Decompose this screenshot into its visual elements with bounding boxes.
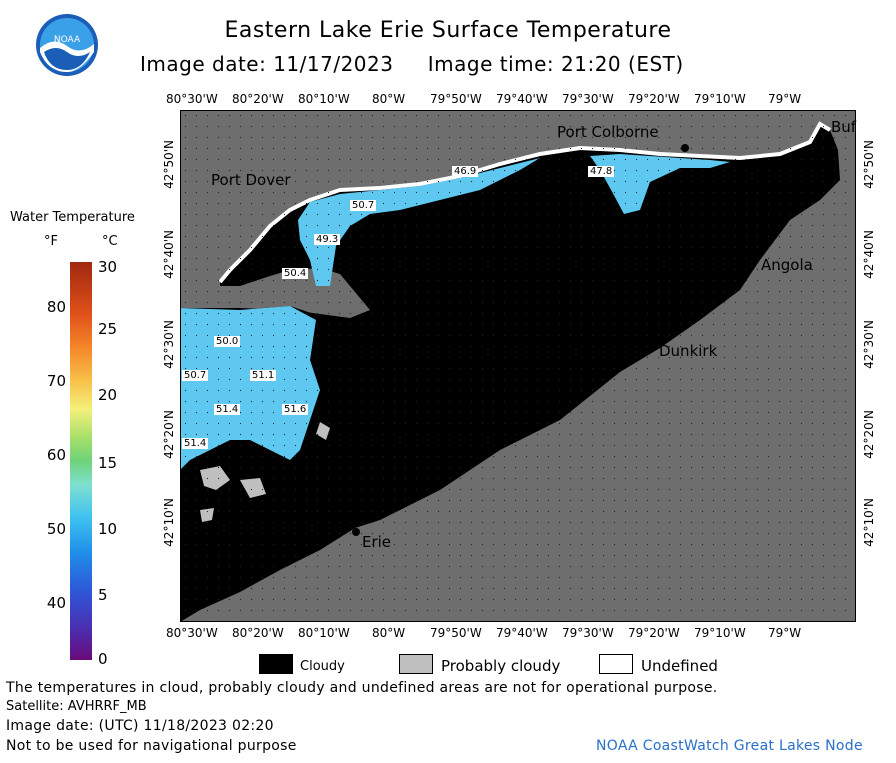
c-tick: 25 xyxy=(98,320,118,338)
lon-label-top: 80°W xyxy=(372,92,406,106)
lon-label-bottom: 79°W xyxy=(768,626,802,640)
lon-label-top: 80°20'W xyxy=(232,92,284,106)
lon-label-top: 79°50'W xyxy=(430,92,482,106)
page-title: Eastern Lake Erie Surface Temperature xyxy=(224,18,672,43)
temperature-colorbar xyxy=(70,262,92,660)
temp-label: 51.4 xyxy=(182,438,209,449)
legend-title: Water Temperature xyxy=(10,210,135,225)
lake-erie-map xyxy=(180,110,856,626)
city-label-dunkirk: Dunkirk xyxy=(659,342,718,360)
c-tick: 5 xyxy=(98,586,108,604)
unit-celsius: °C xyxy=(102,234,118,249)
lon-label-top: 80°30'W xyxy=(166,92,218,106)
lat-label-left: 42°10'N xyxy=(162,498,176,547)
utc-date-text: Image date: (UTC) 11/18/2023 02:20 xyxy=(6,718,274,734)
city-label-angola: Angola xyxy=(761,256,813,274)
city-marker-buffalo xyxy=(826,136,834,144)
temp-label: 47.8 xyxy=(588,166,615,177)
c-tick: 30 xyxy=(98,258,118,276)
f-tick: 70 xyxy=(46,372,66,390)
lon-label-bottom: 79°30'W xyxy=(562,626,614,640)
lon-label-bottom: 80°30'W xyxy=(166,626,218,640)
lon-label-bottom: 79°10'W xyxy=(694,626,746,640)
noaa-logo: NOAA xyxy=(34,12,100,78)
city-label-port-colborne: Port Colborne xyxy=(557,123,659,141)
lat-label-left: 42°40'N xyxy=(162,230,176,279)
city-marker-erie xyxy=(352,528,360,536)
f-tick: 80 xyxy=(46,298,66,316)
key-swatch-probably-cloudy xyxy=(399,654,433,674)
lon-label-top: 80°10'W xyxy=(298,92,350,106)
lat-label-right: 42°40'N xyxy=(862,230,876,279)
lon-label-bottom: 79°20'W xyxy=(628,626,680,640)
f-tick: 50 xyxy=(46,520,66,538)
temp-label: 50.7 xyxy=(350,200,377,211)
temp-label: 50.4 xyxy=(282,268,309,279)
lat-label-right: 42°50'N xyxy=(862,140,876,189)
credit-link[interactable]: NOAA CoastWatch Great Lakes Node xyxy=(596,738,863,754)
city-marker-angola xyxy=(754,250,762,258)
f-tick: 40 xyxy=(46,594,66,612)
lon-label-bottom: 79°40'W xyxy=(496,626,548,640)
lat-label-left: 42°50'N xyxy=(162,140,176,189)
lat-label-left: 42°30'N xyxy=(162,320,176,369)
lon-label-top: 79°10'W xyxy=(694,92,746,106)
key-label-cloudy: Cloudy xyxy=(300,659,345,674)
satellite-text: Satellite: AVHRRF_MB xyxy=(6,699,147,714)
c-tick: 20 xyxy=(98,386,118,404)
temp-label: 51.4 xyxy=(214,404,241,415)
lat-label-right: 42°20'N xyxy=(862,410,876,459)
city-marker-port-colborne xyxy=(681,144,689,152)
lat-label-left: 42°20'N xyxy=(162,410,176,459)
city-marker-dunkirk xyxy=(650,340,658,348)
temp-label: 46.9 xyxy=(452,166,479,177)
f-tick: 60 xyxy=(46,446,66,464)
svg-text:NOAA: NOAA xyxy=(54,35,81,45)
c-tick: 15 xyxy=(98,454,118,472)
key-label-undefined: Undefined xyxy=(641,657,718,675)
temp-label: 50.7 xyxy=(182,370,209,381)
lon-label-top: 79°20'W xyxy=(628,92,680,106)
c-tick: 0 xyxy=(98,650,108,668)
temp-label: 49.3 xyxy=(314,234,341,245)
disclaimer-text: The temperatures in cloud, probably clou… xyxy=(6,680,718,696)
temp-label: 51.1 xyxy=(250,370,277,381)
key-label-probably-cloudy: Probably cloudy xyxy=(441,657,561,675)
temp-label: 51.6 xyxy=(282,404,309,415)
lat-label-right: 42°10'N xyxy=(862,498,876,547)
lon-label-bottom: 80°10'W xyxy=(298,626,350,640)
lon-label-bottom: 80°20'W xyxy=(232,626,284,640)
temp-label: 50.0 xyxy=(214,336,241,347)
key-swatch-cloudy xyxy=(259,654,293,674)
lon-label-bottom: 80°W xyxy=(372,626,406,640)
lat-label-right: 42°30'N xyxy=(862,320,876,369)
lon-label-bottom: 79°50'W xyxy=(430,626,482,640)
city-label-erie: Erie xyxy=(362,533,392,551)
navigation-warning: Not to be used for navigational purpose xyxy=(6,738,297,754)
lon-label-top: 79°40'W xyxy=(496,92,548,106)
city-label-buffalo: Buf xyxy=(831,118,857,136)
unit-fahrenheit: °F xyxy=(44,234,58,249)
c-tick: 10 xyxy=(98,520,118,538)
image-datetime: Image date: 11/17/2023 Image time: 21:20… xyxy=(140,52,684,76)
lon-label-top: 79°30'W xyxy=(562,92,614,106)
key-swatch-undefined xyxy=(599,654,633,674)
lon-label-top: 79°W xyxy=(768,92,802,106)
city-label-port-dover: Port Dover xyxy=(211,171,291,189)
